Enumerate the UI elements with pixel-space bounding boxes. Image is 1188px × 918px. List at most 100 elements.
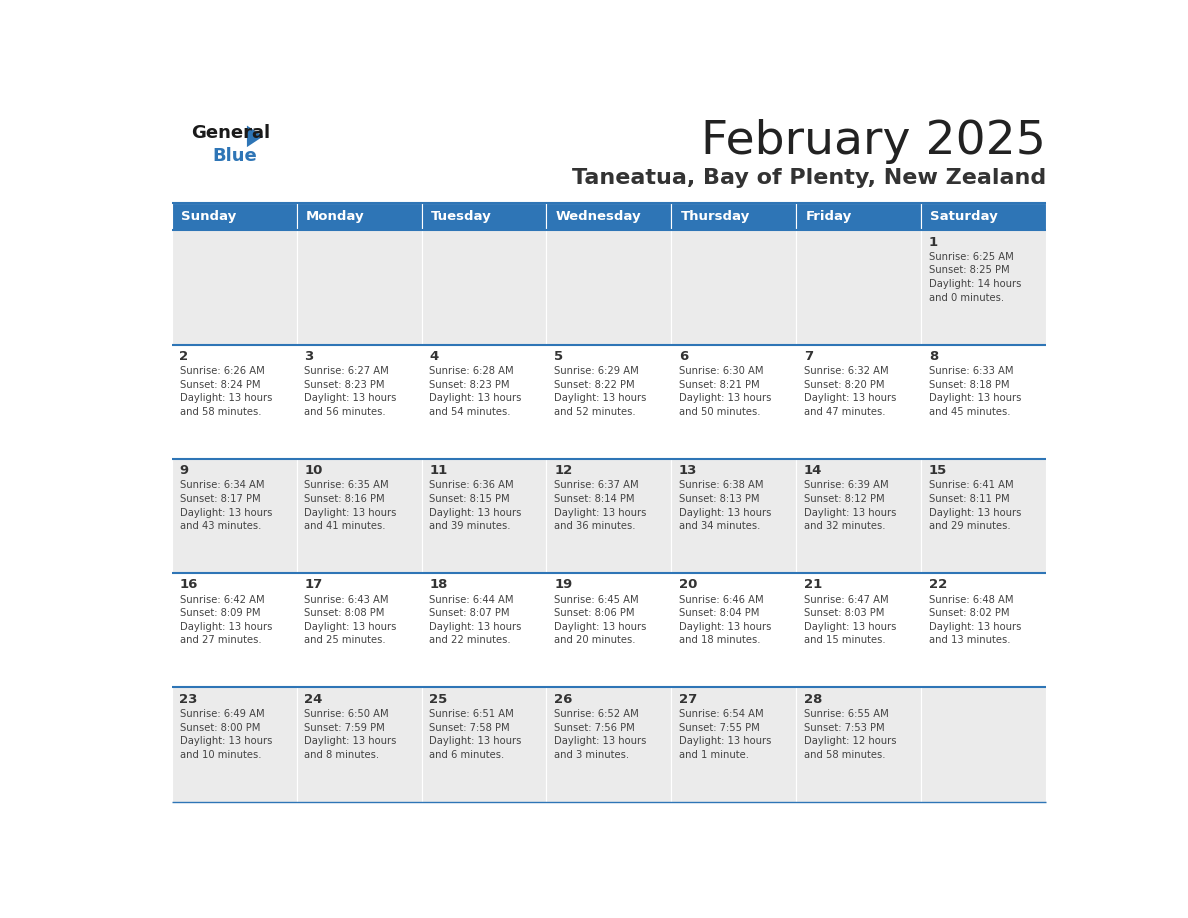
Text: 12: 12 — [554, 465, 573, 477]
Bar — [297, 459, 422, 573]
Bar — [671, 230, 796, 344]
Text: 8: 8 — [929, 350, 939, 363]
Text: Sunrise: 6:48 AM
Sunset: 8:02 PM
Daylight: 13 hours
and 13 minutes.: Sunrise: 6:48 AM Sunset: 8:02 PM Dayligh… — [929, 595, 1022, 645]
Bar — [422, 203, 546, 230]
Text: Thursday: Thursday — [681, 210, 750, 223]
Text: 26: 26 — [554, 693, 573, 706]
Bar — [546, 459, 671, 573]
Text: 27: 27 — [680, 693, 697, 706]
Bar — [546, 203, 671, 230]
Bar — [172, 344, 297, 459]
Bar — [921, 573, 1045, 688]
Text: 15: 15 — [929, 465, 947, 477]
Bar — [297, 573, 422, 688]
Text: Sunrise: 6:39 AM
Sunset: 8:12 PM
Daylight: 13 hours
and 32 minutes.: Sunrise: 6:39 AM Sunset: 8:12 PM Dayligh… — [804, 480, 896, 532]
Bar — [172, 573, 297, 688]
Text: Sunrise: 6:43 AM
Sunset: 8:08 PM
Daylight: 13 hours
and 25 minutes.: Sunrise: 6:43 AM Sunset: 8:08 PM Dayligh… — [304, 595, 397, 645]
Bar — [671, 203, 796, 230]
Text: Blue: Blue — [213, 147, 258, 165]
Text: 14: 14 — [804, 465, 822, 477]
Text: 22: 22 — [929, 578, 947, 591]
Text: 2: 2 — [179, 350, 189, 363]
Text: 21: 21 — [804, 578, 822, 591]
Text: 24: 24 — [304, 693, 323, 706]
Bar — [671, 573, 796, 688]
Text: 23: 23 — [179, 693, 198, 706]
Text: 17: 17 — [304, 578, 323, 591]
Text: 11: 11 — [429, 465, 448, 477]
Text: Sunrise: 6:52 AM
Sunset: 7:56 PM
Daylight: 13 hours
and 3 minutes.: Sunrise: 6:52 AM Sunset: 7:56 PM Dayligh… — [554, 709, 646, 760]
Text: 16: 16 — [179, 578, 198, 591]
Bar — [297, 203, 422, 230]
Bar — [671, 459, 796, 573]
Text: Friday: Friday — [805, 210, 852, 223]
Text: Sunrise: 6:27 AM
Sunset: 8:23 PM
Daylight: 13 hours
and 56 minutes.: Sunrise: 6:27 AM Sunset: 8:23 PM Dayligh… — [304, 366, 397, 417]
Text: Saturday: Saturday — [930, 210, 998, 223]
Bar — [921, 688, 1045, 801]
Bar — [422, 573, 546, 688]
Text: February 2025: February 2025 — [701, 119, 1045, 164]
Text: 4: 4 — [429, 350, 438, 363]
Text: 19: 19 — [554, 578, 573, 591]
Text: Sunrise: 6:28 AM
Sunset: 8:23 PM
Daylight: 13 hours
and 54 minutes.: Sunrise: 6:28 AM Sunset: 8:23 PM Dayligh… — [429, 366, 522, 417]
Text: Sunrise: 6:51 AM
Sunset: 7:58 PM
Daylight: 13 hours
and 6 minutes.: Sunrise: 6:51 AM Sunset: 7:58 PM Dayligh… — [429, 709, 522, 760]
Text: Sunrise: 6:47 AM
Sunset: 8:03 PM
Daylight: 13 hours
and 15 minutes.: Sunrise: 6:47 AM Sunset: 8:03 PM Dayligh… — [804, 595, 896, 645]
Text: Sunrise: 6:44 AM
Sunset: 8:07 PM
Daylight: 13 hours
and 22 minutes.: Sunrise: 6:44 AM Sunset: 8:07 PM Dayligh… — [429, 595, 522, 645]
Text: Taneatua, Bay of Plenty, New Zealand: Taneatua, Bay of Plenty, New Zealand — [571, 168, 1045, 188]
Polygon shape — [247, 126, 264, 147]
Text: Sunrise: 6:46 AM
Sunset: 8:04 PM
Daylight: 13 hours
and 18 minutes.: Sunrise: 6:46 AM Sunset: 8:04 PM Dayligh… — [680, 595, 771, 645]
Text: Tuesday: Tuesday — [431, 210, 492, 223]
Text: Sunrise: 6:32 AM
Sunset: 8:20 PM
Daylight: 13 hours
and 47 minutes.: Sunrise: 6:32 AM Sunset: 8:20 PM Dayligh… — [804, 366, 896, 417]
Text: Sunrise: 6:37 AM
Sunset: 8:14 PM
Daylight: 13 hours
and 36 minutes.: Sunrise: 6:37 AM Sunset: 8:14 PM Dayligh… — [554, 480, 646, 532]
Bar — [546, 688, 671, 801]
Text: Sunrise: 6:25 AM
Sunset: 8:25 PM
Daylight: 14 hours
and 0 minutes.: Sunrise: 6:25 AM Sunset: 8:25 PM Dayligh… — [929, 252, 1022, 303]
Bar — [671, 344, 796, 459]
Bar — [796, 203, 921, 230]
Text: 5: 5 — [554, 350, 563, 363]
Bar — [422, 344, 546, 459]
Bar — [172, 203, 297, 230]
Text: 25: 25 — [429, 693, 448, 706]
Bar — [796, 344, 921, 459]
Text: Sunrise: 6:33 AM
Sunset: 8:18 PM
Daylight: 13 hours
and 45 minutes.: Sunrise: 6:33 AM Sunset: 8:18 PM Dayligh… — [929, 366, 1022, 417]
Bar — [297, 344, 422, 459]
Text: 1: 1 — [929, 236, 939, 249]
Text: 20: 20 — [680, 578, 697, 591]
Bar — [422, 688, 546, 801]
Bar — [546, 344, 671, 459]
Text: Sunrise: 6:30 AM
Sunset: 8:21 PM
Daylight: 13 hours
and 50 minutes.: Sunrise: 6:30 AM Sunset: 8:21 PM Dayligh… — [680, 366, 771, 417]
Text: Sunrise: 6:49 AM
Sunset: 8:00 PM
Daylight: 13 hours
and 10 minutes.: Sunrise: 6:49 AM Sunset: 8:00 PM Dayligh… — [179, 709, 272, 760]
Bar — [671, 688, 796, 801]
Text: 9: 9 — [179, 465, 189, 477]
Bar — [172, 459, 297, 573]
Text: Sunrise: 6:35 AM
Sunset: 8:16 PM
Daylight: 13 hours
and 41 minutes.: Sunrise: 6:35 AM Sunset: 8:16 PM Dayligh… — [304, 480, 397, 532]
Bar — [297, 230, 422, 344]
Bar — [921, 203, 1045, 230]
Bar — [422, 230, 546, 344]
Bar — [422, 459, 546, 573]
Bar — [297, 688, 422, 801]
Text: Sunrise: 6:45 AM
Sunset: 8:06 PM
Daylight: 13 hours
and 20 minutes.: Sunrise: 6:45 AM Sunset: 8:06 PM Dayligh… — [554, 595, 646, 645]
Bar — [921, 344, 1045, 459]
Text: Sunrise: 6:55 AM
Sunset: 7:53 PM
Daylight: 12 hours
and 58 minutes.: Sunrise: 6:55 AM Sunset: 7:53 PM Dayligh… — [804, 709, 897, 760]
Bar — [796, 573, 921, 688]
Bar — [921, 230, 1045, 344]
Bar — [796, 459, 921, 573]
Text: Monday: Monday — [307, 210, 365, 223]
Text: 7: 7 — [804, 350, 813, 363]
Text: General: General — [191, 124, 270, 142]
Text: Sunrise: 6:42 AM
Sunset: 8:09 PM
Daylight: 13 hours
and 27 minutes.: Sunrise: 6:42 AM Sunset: 8:09 PM Dayligh… — [179, 595, 272, 645]
Bar — [172, 688, 297, 801]
Text: Sunrise: 6:54 AM
Sunset: 7:55 PM
Daylight: 13 hours
and 1 minute.: Sunrise: 6:54 AM Sunset: 7:55 PM Dayligh… — [680, 709, 771, 760]
Bar — [921, 459, 1045, 573]
Bar — [546, 573, 671, 688]
Text: 6: 6 — [680, 350, 688, 363]
Text: 3: 3 — [304, 350, 314, 363]
Bar — [796, 230, 921, 344]
Text: Wednesday: Wednesday — [556, 210, 642, 223]
Bar — [172, 230, 297, 344]
Text: Sunrise: 6:26 AM
Sunset: 8:24 PM
Daylight: 13 hours
and 58 minutes.: Sunrise: 6:26 AM Sunset: 8:24 PM Dayligh… — [179, 366, 272, 417]
Bar — [796, 688, 921, 801]
Text: Sunday: Sunday — [181, 210, 236, 223]
Text: Sunrise: 6:36 AM
Sunset: 8:15 PM
Daylight: 13 hours
and 39 minutes.: Sunrise: 6:36 AM Sunset: 8:15 PM Dayligh… — [429, 480, 522, 532]
